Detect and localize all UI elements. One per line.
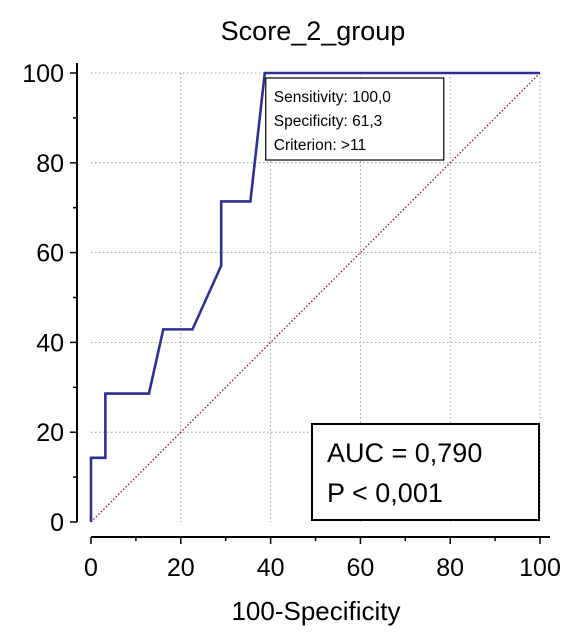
x-tick-label-5: 100 (519, 554, 561, 582)
y-tick-label-4: 80 (36, 150, 64, 178)
y-tick-label-2: 40 (36, 329, 64, 357)
auc-stats-box: AUC = 0,790 P < 0,001 (311, 423, 540, 521)
x-tick-label-2: 40 (257, 554, 285, 582)
reference-diagonal-line (90, 72, 541, 523)
criterion-box: Sensitivity: 100,0 Specificity: 61,3 Cri… (265, 77, 445, 161)
roc-curve (89, 71, 540, 522)
plot-frame (76, 63, 550, 538)
y-tick-label-0: 0 (50, 509, 64, 537)
x-axis-label: 100-Specificity (231, 596, 400, 626)
x-tick-label-0: 0 (84, 554, 98, 582)
chart-title: Score_2_group (221, 16, 406, 46)
x-tick-label-3: 60 (346, 554, 374, 582)
auc-box-frame (311, 423, 540, 521)
x-tick-label-1: 20 (167, 554, 195, 582)
tick-labels: 0 20 40 60 80 100 0 20 40 60 80 100 (22, 60, 561, 582)
x-tick-label-4: 80 (436, 554, 464, 582)
y-tick-label-5: 100 (22, 60, 64, 88)
y-tick-label-3: 60 (36, 240, 64, 268)
sensitivity-label: Sensitivity: 100,0 (274, 89, 392, 106)
criterion-box-frame (265, 77, 445, 161)
p-value-label: P < 0,001 (327, 478, 443, 508)
y-tick-label-1: 20 (36, 419, 64, 447)
specificity-label: Specificity: 61,3 (274, 113, 383, 130)
auc-label: AUC = 0,790 (327, 438, 482, 468)
axis-ticks (70, 72, 541, 544)
criterion-label: Criterion: >11 (274, 137, 366, 154)
